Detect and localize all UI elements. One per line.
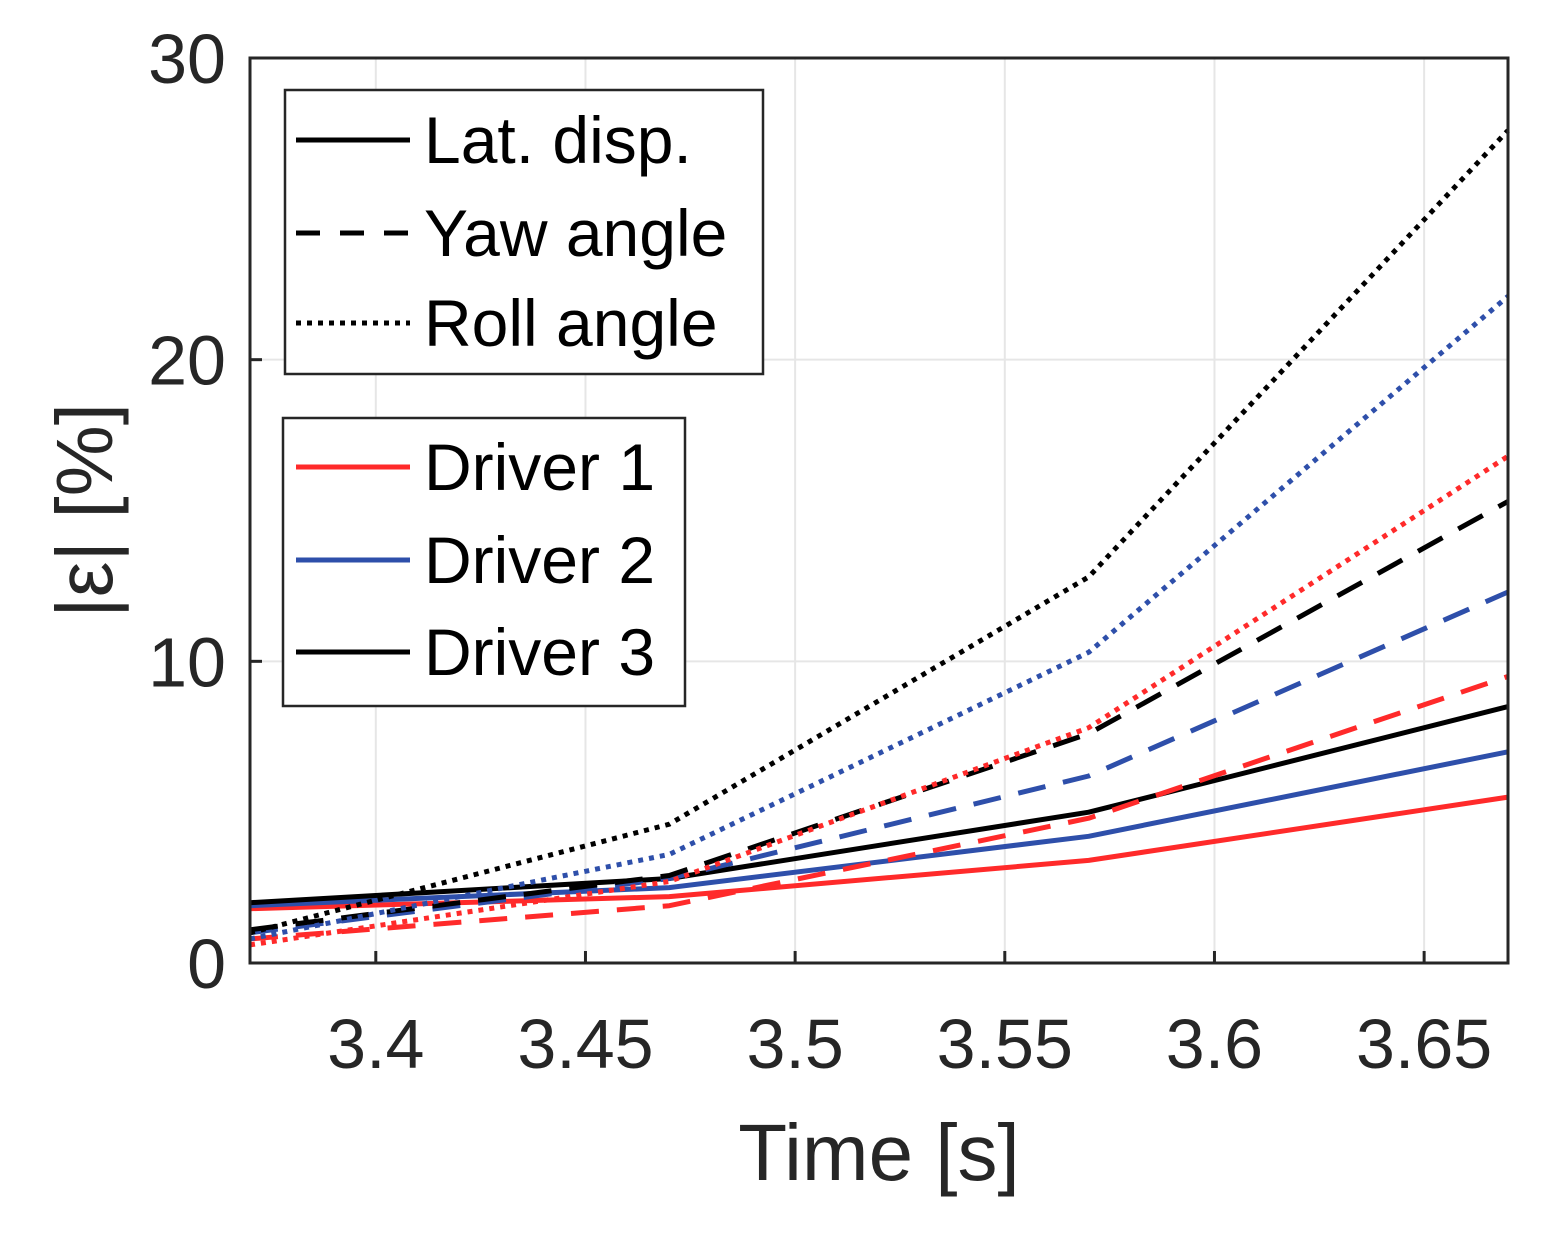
legend-driver: Driver 1 Driver 2 Driver 3 bbox=[281, 416, 687, 708]
plot-series bbox=[249, 128, 1510, 948]
legend-driver-label: Driver 3 bbox=[424, 615, 655, 689]
y-tick-label: 0 bbox=[187, 925, 226, 1003]
x-tick-label: 3.55 bbox=[937, 1005, 1073, 1083]
legend-style-label: Yaw angle bbox=[424, 196, 727, 270]
series-line-2 bbox=[249, 704, 1509, 906]
x-axis-ticks: 3.4 3.45 3.5 3.55 3.6 3.65 bbox=[327, 951, 1492, 1083]
y-axis-title: |ε| [%] bbox=[40, 403, 129, 618]
x-tick-label: 3.4 bbox=[327, 1005, 424, 1083]
legend-driver-label: Driver 2 bbox=[424, 523, 655, 597]
x-tick-label: 3.45 bbox=[517, 1005, 653, 1083]
legend-style-label: Roll angle bbox=[424, 286, 718, 360]
y-tick-label: 30 bbox=[148, 20, 226, 98]
series-line-4 bbox=[249, 589, 1510, 936]
x-tick-label: 3.65 bbox=[1356, 1005, 1492, 1083]
series-line-3 bbox=[249, 674, 1509, 942]
legend-driver-label: Driver 1 bbox=[424, 430, 655, 504]
series-line-6 bbox=[249, 454, 1510, 948]
legend-style-label: Lat. disp. bbox=[424, 103, 692, 177]
x-tick-label: 3.6 bbox=[1166, 1005, 1263, 1083]
x-tick-label: 3.5 bbox=[746, 1005, 843, 1083]
y-tick-label: 20 bbox=[148, 322, 226, 400]
y-tick-label: 10 bbox=[148, 623, 226, 701]
y-axis-ticks: 0 10 20 30 bbox=[148, 20, 262, 1003]
legend-line-style-frame bbox=[283, 88, 765, 376]
series-line-5 bbox=[249, 499, 1510, 933]
x-axis-title: Time [s] bbox=[738, 1108, 1019, 1197]
axes-frame bbox=[248, 56, 1510, 965]
series-line-7 bbox=[249, 294, 1510, 942]
series-line-1 bbox=[249, 749, 1509, 909]
legend-line-style: Lat. disp. Yaw angle Roll angle bbox=[283, 88, 765, 376]
